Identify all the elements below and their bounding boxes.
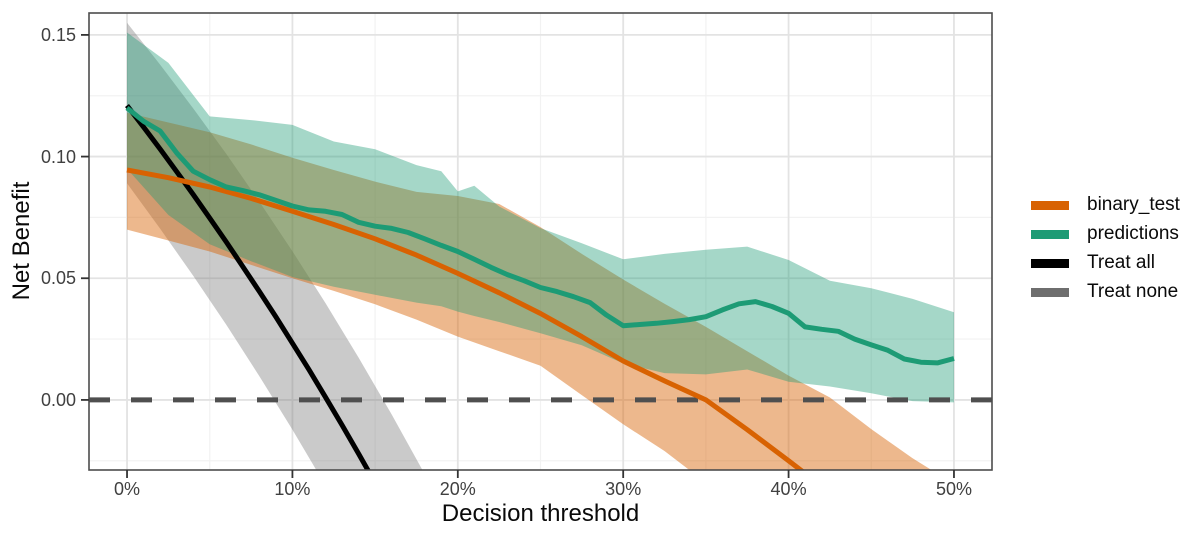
legend-item-treat-none: Treat none [1031, 281, 1180, 302]
band-predictions [127, 32, 954, 403]
x-tick-label: 50% [935, 479, 972, 499]
x-tick-label: 40% [770, 479, 807, 499]
y-tick-label: 0.00 [40, 389, 76, 410]
y-tick-label: 0.10 [40, 146, 76, 167]
legend-swatch [1031, 287, 1069, 297]
x-axis-title: Decision threshold [441, 500, 640, 527]
y-tick-label: 0.05 [40, 268, 76, 289]
line-binary-test [126, 167, 805, 470]
x-tick-label: 10% [274, 479, 311, 499]
legend-item-label: Treat none [1087, 281, 1179, 302]
y-tick-label: 0.15 [40, 24, 76, 45]
panel-border [88, 12, 993, 471]
line-treat-all [125, 103, 371, 470]
legend-swatch [1031, 200, 1069, 210]
legend-item-binary-test: binary_test [1031, 194, 1180, 215]
legend-swatch [1031, 258, 1069, 268]
legend: binary_test predictions Treat all Treat non… [1031, 194, 1180, 311]
legend-item-label: Treat all [1087, 252, 1155, 273]
x-tick-label: 20% [439, 479, 476, 499]
legend-item-label: binary_test [1087, 194, 1180, 215]
band-binary-test [127, 112, 932, 470]
band-treat-all [127, 22, 423, 470]
line-predictions [125, 105, 955, 366]
legend-swatch [1031, 229, 1069, 239]
legend-item-predictions: predictions [1031, 223, 1180, 244]
legend-item-label: predictions [1087, 223, 1179, 244]
x-tick-label: 30% [605, 479, 642, 499]
legend-item-treat-all: Treat all [1031, 252, 1180, 273]
x-tick-label: 0% [114, 479, 141, 499]
